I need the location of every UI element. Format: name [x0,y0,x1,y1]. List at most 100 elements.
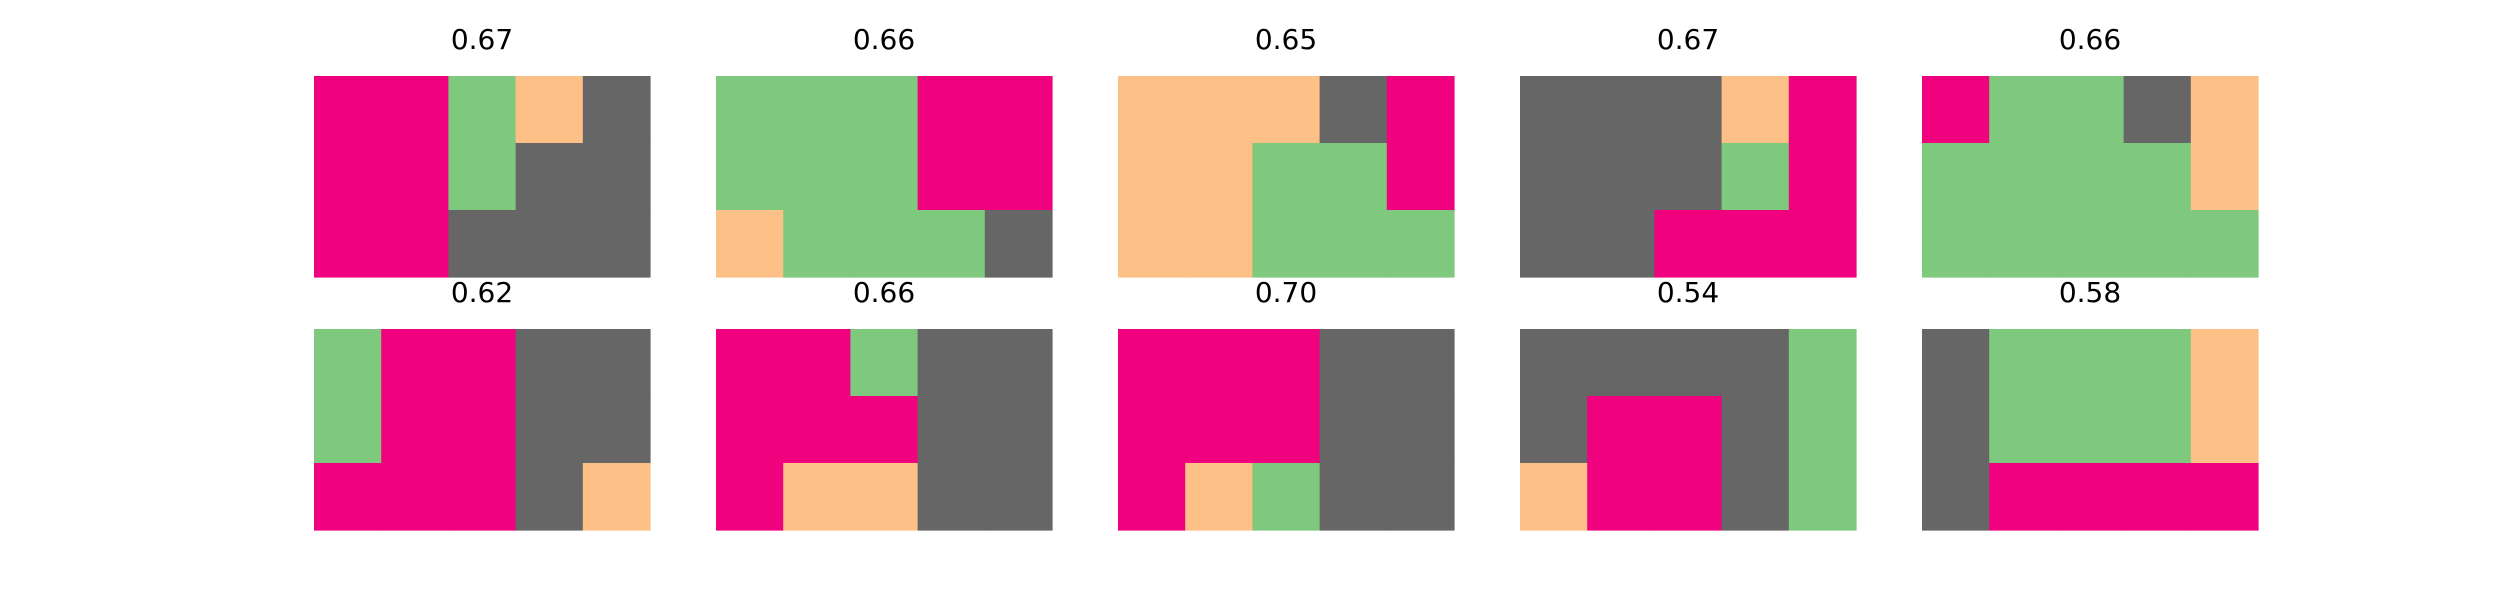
cell-r2-c0 [1520,210,1588,278]
cell-r2-c3 [2123,210,2192,278]
cell-r2-c4 [582,210,651,278]
cell-r0-c2 [448,329,517,397]
cell-r1-c0 [1118,396,1186,464]
cell-r0-c0 [716,76,784,144]
cell-r2-c2 [448,463,517,531]
cell-r0-c4 [1386,329,1455,397]
cell-r1-c3 [515,143,584,211]
cell-r2-c1 [783,210,851,278]
cell-r0-c3 [1319,76,1388,144]
panel-2: 0.66 [716,23,1053,278]
cell-r1-c1 [1185,143,1253,211]
cell-r1-c4 [582,143,651,211]
cell-r0-c3 [917,76,986,144]
cell-r0-c2 [2056,76,2125,144]
cell-r1-c1 [1989,143,2057,211]
cell-r0-c2 [1654,76,1723,144]
cell-r0-c4 [2190,76,2259,144]
cell-r2-c0 [314,463,382,531]
cell-r2-c3 [917,210,986,278]
panel-title: 0.67 [1657,23,1719,56]
cell-r1-c2 [2056,396,2125,464]
panel-8: 0.70 [1118,276,1455,531]
cell-r2-c2 [850,463,919,531]
cell-r0-c4 [1788,329,1857,397]
panel-10: 0.58 [1922,276,2259,531]
cell-r1-c3 [515,396,584,464]
cell-r0-c1 [1185,329,1253,397]
cell-r2-c0 [1520,463,1588,531]
cell-r2-c2 [1654,463,1723,531]
cell-r2-c1 [381,210,449,278]
cell-r2-c0 [1118,463,1186,531]
cell-r0-c4 [1386,76,1455,144]
cell-r1-c0 [1520,396,1588,464]
cell-r2-c1 [381,463,449,531]
cell-r1-c2 [1654,143,1723,211]
cell-r2-c0 [1922,463,1990,531]
cell-r1-c3 [917,143,986,211]
cell-r2-c4 [984,463,1053,531]
cell-r0-c0 [314,76,382,144]
cell-r1-c0 [716,143,784,211]
cell-r1-c1 [1185,396,1253,464]
cell-r2-c0 [314,210,382,278]
cell-r0-c3 [2123,76,2192,144]
cell-r1-c3 [2123,396,2192,464]
cell-r1-c2 [1654,396,1723,464]
cell-r1-c0 [1922,143,1990,211]
cell-r1-c1 [381,396,449,464]
cell-r1-c0 [1118,143,1186,211]
panel-title: 0.66 [853,276,915,309]
panel-title: 0.62 [451,276,513,309]
cell-r1-c2 [448,143,517,211]
cell-r2-c2 [1654,210,1723,278]
cell-r0-c1 [783,76,851,144]
cell-r2-c3 [917,463,986,531]
cell-r2-c4 [2190,210,2259,278]
cell-r2-c2 [1252,210,1321,278]
cell-r0-c2 [1654,329,1723,397]
cell-r1-c1 [381,143,449,211]
cell-r1-c1 [1989,396,2057,464]
cell-r1-c0 [716,396,784,464]
panel-title: 0.54 [1657,276,1719,309]
cell-r1-c1 [783,143,851,211]
cell-r2-c3 [1319,210,1388,278]
cell-r2-c3 [1319,463,1388,531]
cell-r0-c3 [2123,329,2192,397]
cell-r1-c2 [448,396,517,464]
cell-r0-c4 [1788,76,1857,144]
cell-r2-c3 [515,210,584,278]
cell-r0-c1 [1587,329,1655,397]
panel-9: 0.54 [1520,276,1857,531]
panel-title: 0.65 [1255,23,1317,56]
cell-r1-c4 [1386,143,1455,211]
cell-r1-c2 [1252,143,1321,211]
cell-r1-c3 [1319,396,1388,464]
panel-title: 0.70 [1255,276,1317,309]
cell-r1-c1 [783,396,851,464]
cell-r0-c0 [716,329,784,397]
cell-r2-c4 [582,463,651,531]
cell-r2-c3 [1721,463,1790,531]
cell-r0-c3 [917,329,986,397]
cell-r1-c0 [314,396,382,464]
cell-r0-c1 [1185,76,1253,144]
cell-r0-c2 [1252,76,1321,144]
cell-r2-c4 [1788,463,1857,531]
cell-r1-c3 [917,396,986,464]
cell-r2-c1 [1185,463,1253,531]
cell-r1-c0 [1922,396,1990,464]
cell-r0-c3 [1721,329,1790,397]
cell-r1-c1 [1587,143,1655,211]
cell-r2-c2 [448,210,517,278]
cell-r0-c4 [582,329,651,397]
cell-r2-c1 [783,463,851,531]
cell-r0-c4 [582,76,651,144]
cell-r0-c4 [2190,329,2259,397]
panel-title: 0.66 [853,23,915,56]
cell-r0-c1 [381,329,449,397]
cell-r1-c4 [984,143,1053,211]
